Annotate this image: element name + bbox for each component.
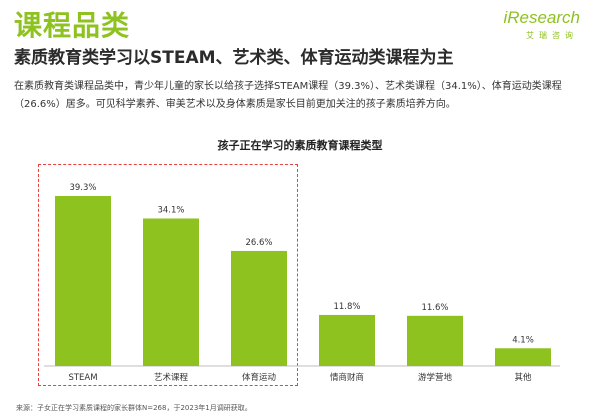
bar-4 <box>407 315 463 366</box>
source-note: 来源：子女正在学习素质课程的家长群体N=268，于2023年1月调研获取。 <box>16 404 252 412</box>
category-label: 体育运动 <box>242 372 277 383</box>
bar-1 <box>143 218 199 366</box>
bar-value-label: 11.8% <box>333 302 360 312</box>
logo-subtext: 艾瑞咨询 <box>526 31 578 40</box>
page-title: 课程品类 <box>14 9 131 42</box>
page-subtitle: 素质教育类学习以STEAM、艺术类、体育运动类课程为主 <box>14 48 454 68</box>
bar-value-label: 11.6% <box>421 303 448 313</box>
category-label: 其他 <box>514 372 532 383</box>
bar-0 <box>55 196 111 366</box>
category-label: 情商财商 <box>330 372 364 383</box>
bar-value-label: 4.1% <box>512 335 534 345</box>
highlight-box <box>38 164 298 386</box>
bar-5 <box>495 348 551 366</box>
page-description: 在素质教育类课程品类中，青少年儿童的家长以给孩子选择STEAM课程（39.3%）… <box>14 81 562 110</box>
category-label: 游学营地 <box>418 372 453 383</box>
bar-3 <box>319 314 375 366</box>
bar-value-label: 34.1% <box>157 205 184 215</box>
bar-2 <box>231 250 287 366</box>
bar-value-label: 39.3% <box>69 183 96 193</box>
bar-value-label: 26.6% <box>245 238 272 248</box>
logo-text: iResearch <box>503 8 580 27</box>
chart-title: 孩子正在学习的素质教育课程类型 <box>217 139 383 152</box>
category-label: STEAM <box>68 373 97 383</box>
iresearch-logo: iResearch 艾瑞咨询 <box>500 6 580 46</box>
category-label: 艺术课程 <box>154 372 189 383</box>
